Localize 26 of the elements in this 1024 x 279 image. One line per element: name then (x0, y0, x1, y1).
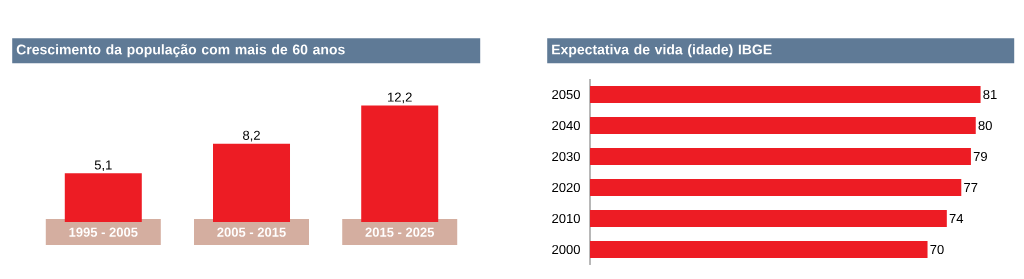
chart-title: Crescimento da população com mais de 60 anos (16, 44, 345, 58)
data-label: 5,1 (94, 160, 112, 172)
bar (590, 241, 928, 258)
y-tick-label: 2020 (552, 182, 580, 193)
bar (590, 210, 947, 227)
y-tick-label: 2030 (552, 151, 580, 162)
bar (590, 179, 962, 196)
y-tick-label: 2010 (552, 213, 580, 224)
y-tick-label: 2040 (552, 120, 580, 131)
data-label: 80 (978, 120, 992, 131)
bar (590, 117, 976, 134)
y-tick-label: 2050 (552, 89, 580, 100)
data-label: 79 (973, 151, 987, 162)
data-label: 74 (949, 214, 964, 223)
data-label: 81 (983, 89, 997, 100)
bar (590, 148, 971, 165)
data-label: 8,2 (243, 130, 260, 142)
y-tick-label: 2000 (552, 244, 580, 255)
data-label: 12,2 (388, 92, 412, 104)
chart-title: Expectativa de vida (idade) IBGE (552, 44, 772, 58)
bar (590, 86, 981, 103)
x-tick-label: 2015 - 2025 (365, 227, 435, 237)
data-label: 77 (964, 183, 978, 192)
data-label: 70 (930, 244, 944, 255)
x-tick-label: 1995 - 2005 (69, 227, 138, 237)
x-tick-label: 2005 - 2015 (217, 227, 286, 237)
